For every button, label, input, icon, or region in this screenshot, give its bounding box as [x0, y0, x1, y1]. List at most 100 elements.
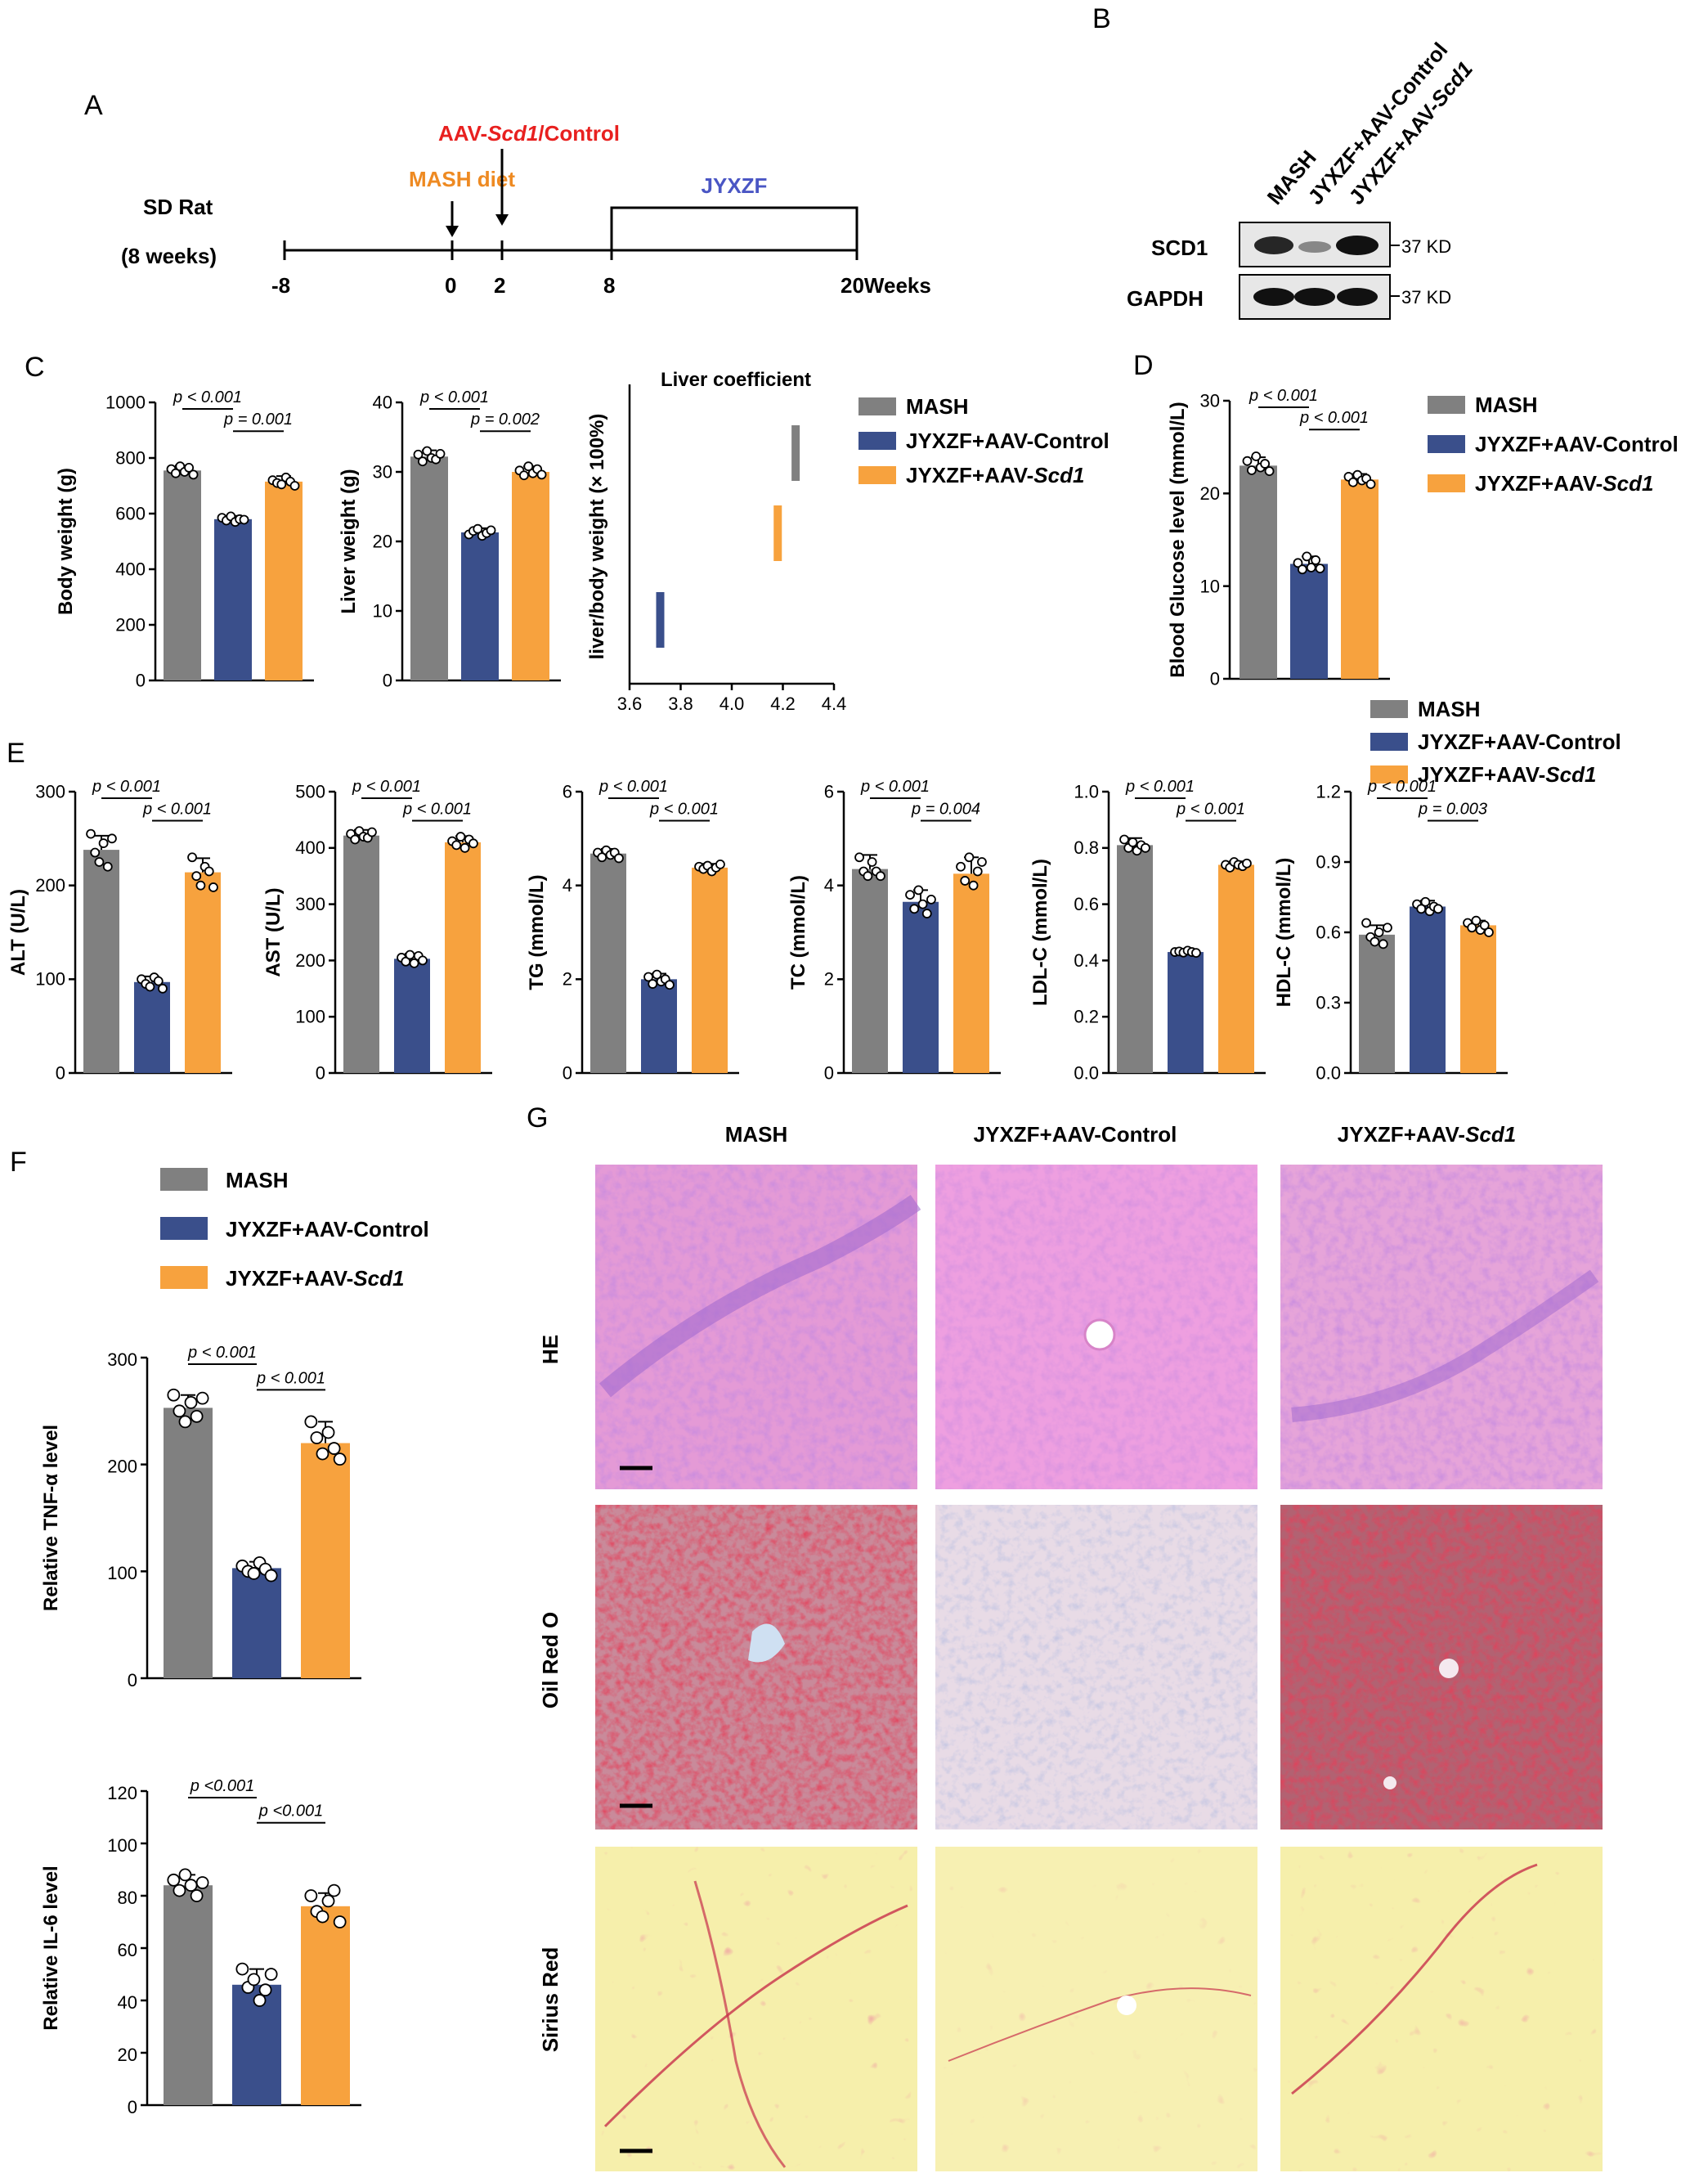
data-point	[422, 446, 433, 456]
data-point	[247, 1567, 261, 1580]
panel-d-letter: D	[1133, 350, 1154, 381]
y-tick-label: 1.0	[1074, 781, 1099, 801]
y-tick-label: 0	[136, 671, 146, 691]
data-point	[1127, 837, 1138, 847]
y-tick-label: 200	[107, 1456, 137, 1476]
y-tick-label: 0.3	[1316, 992, 1341, 1012]
legend-label-control: JYXZF+AAV-Control	[1418, 730, 1621, 754]
data-point	[409, 958, 419, 968]
y-tick-label: 6	[824, 781, 834, 801]
y-tick-label: 0	[383, 671, 392, 691]
y-tick-label: 20	[373, 532, 392, 552]
data-point	[486, 525, 496, 536]
data-point	[913, 885, 924, 896]
micrograph-he-scd1	[1280, 1165, 1603, 1489]
legend-swatch-scd1	[858, 466, 896, 484]
p-value-label: p < 0.001	[1125, 778, 1195, 796]
legend-label-mash: MASH	[906, 394, 969, 419]
band-scd1-mash	[1254, 236, 1293, 254]
y-tick-label: 0.2	[1074, 1007, 1099, 1027]
p-value-label: p < 0.001	[1176, 801, 1245, 819]
x-tick-label: 4.2	[770, 694, 796, 714]
data-point	[253, 1994, 267, 2007]
data-point	[968, 880, 979, 891]
data-point	[1347, 477, 1358, 487]
panel-c-letter: C	[25, 352, 45, 383]
bar	[164, 1408, 213, 1678]
chart-liver-coefficient: 3.6 3.8 4.0 4.2 4.4 Liver coefficient liver/bo…	[586, 369, 846, 714]
diet-label: MASH diet	[409, 167, 515, 191]
y-tick-label: 40	[118, 1992, 137, 2013]
bar	[590, 853, 626, 1073]
y-tick-label: 100	[295, 1007, 325, 1027]
bar	[394, 959, 430, 1073]
y-tick-label: 4	[563, 875, 572, 896]
data-point	[316, 1447, 329, 1461]
p-value-label: p = 0.001	[223, 411, 293, 429]
y-tick-label: 1000	[105, 393, 146, 413]
data-point	[316, 1910, 329, 1924]
legend-label-control: JYXZF+AAV-Control	[906, 429, 1110, 453]
panel-g-letter: G	[527, 1102, 548, 1134]
data-point	[276, 479, 287, 490]
data-point	[413, 449, 424, 460]
data-point	[854, 852, 864, 863]
y-tick-label: 400	[295, 837, 325, 858]
data-point	[190, 1409, 204, 1423]
bar	[1460, 925, 1496, 1073]
chart-liver-weight: 0 10 20 30 40 Liver weight (g) p < 0.001 p = 0.…	[338, 388, 561, 691]
panel-e-letter: E	[7, 738, 25, 769]
panel-b: B MASH JYXZF+AAV-Control JYXZF+AAV-Scd1 …	[1092, 3, 1477, 320]
data-point	[367, 827, 377, 837]
bar	[1341, 479, 1379, 679]
data-point	[1433, 904, 1443, 914]
data-point	[405, 950, 415, 960]
micrograph-oil-scd1	[1280, 1505, 1603, 1830]
y-tick-label: 2	[824, 969, 834, 990]
chart-ldl-c: 0.0 0.2 0.4 0.6 0.8 1.0 LDL-C (mmol/L) p < 0.00…	[1029, 778, 1266, 1083]
blot-label-gapdh: GAPDH	[1127, 286, 1204, 311]
y-tick-label: 10	[373, 601, 392, 622]
data-point	[191, 871, 202, 882]
data-point	[1302, 551, 1312, 562]
data-point	[1315, 563, 1325, 574]
data-point	[1484, 927, 1494, 937]
y-tick-label: 0	[56, 1062, 65, 1083]
data-point	[451, 840, 462, 851]
bar	[1117, 845, 1153, 1073]
data-point	[652, 969, 662, 980]
data-point	[247, 1973, 261, 1987]
p-value-label: p = 0.004	[911, 801, 980, 819]
data-point	[1191, 948, 1201, 959]
y-tick-label: 0.8	[1074, 837, 1099, 858]
legend-label-mash: MASH	[1418, 697, 1481, 721]
y-tick-label: 100	[107, 1835, 137, 1856]
y-tick-label: 0	[563, 1062, 572, 1083]
data-point	[977, 857, 987, 867]
subject-label: SD Rat	[143, 195, 213, 219]
p-value-label: p < 0.001	[598, 778, 668, 796]
row-label-oil-red-o: Oil Red O	[538, 1612, 563, 1708]
y-tick-label: 0	[316, 1062, 325, 1083]
legend-c: MASH JYXZF+AAV-Control JYXZF+AAV-Scd1	[858, 394, 1110, 487]
treatment-bracket	[610, 206, 858, 252]
x-tick-label: 3.6	[617, 694, 643, 714]
data-point	[184, 1395, 198, 1409]
p-value-label: p < 0.001	[419, 388, 489, 406]
legend-swatch-mash	[160, 1168, 208, 1191]
p-value-label: p < 0.001	[256, 1369, 325, 1387]
band-gapdh-control	[1294, 288, 1335, 306]
data-point	[455, 832, 466, 842]
data-point	[418, 955, 428, 966]
data-point	[921, 909, 932, 918]
chart-tg: 0 2 4 6 TG (mmol/L) p < 0.001 p < 0.001	[526, 778, 739, 1083]
data-point	[187, 852, 197, 863]
y-tick-label: 30	[1200, 391, 1220, 411]
y-tick-label: 0.9	[1316, 851, 1341, 872]
band-gapdh-scd1	[1337, 288, 1378, 306]
legend-f: MASH JYXZF+AAV-Control JYXZF+AAV-Scd1	[160, 1168, 429, 1291]
y-tick-label: 300	[107, 1349, 137, 1370]
data-point	[310, 1431, 324, 1444]
data-point	[1264, 466, 1275, 477]
data-point	[909, 904, 920, 914]
